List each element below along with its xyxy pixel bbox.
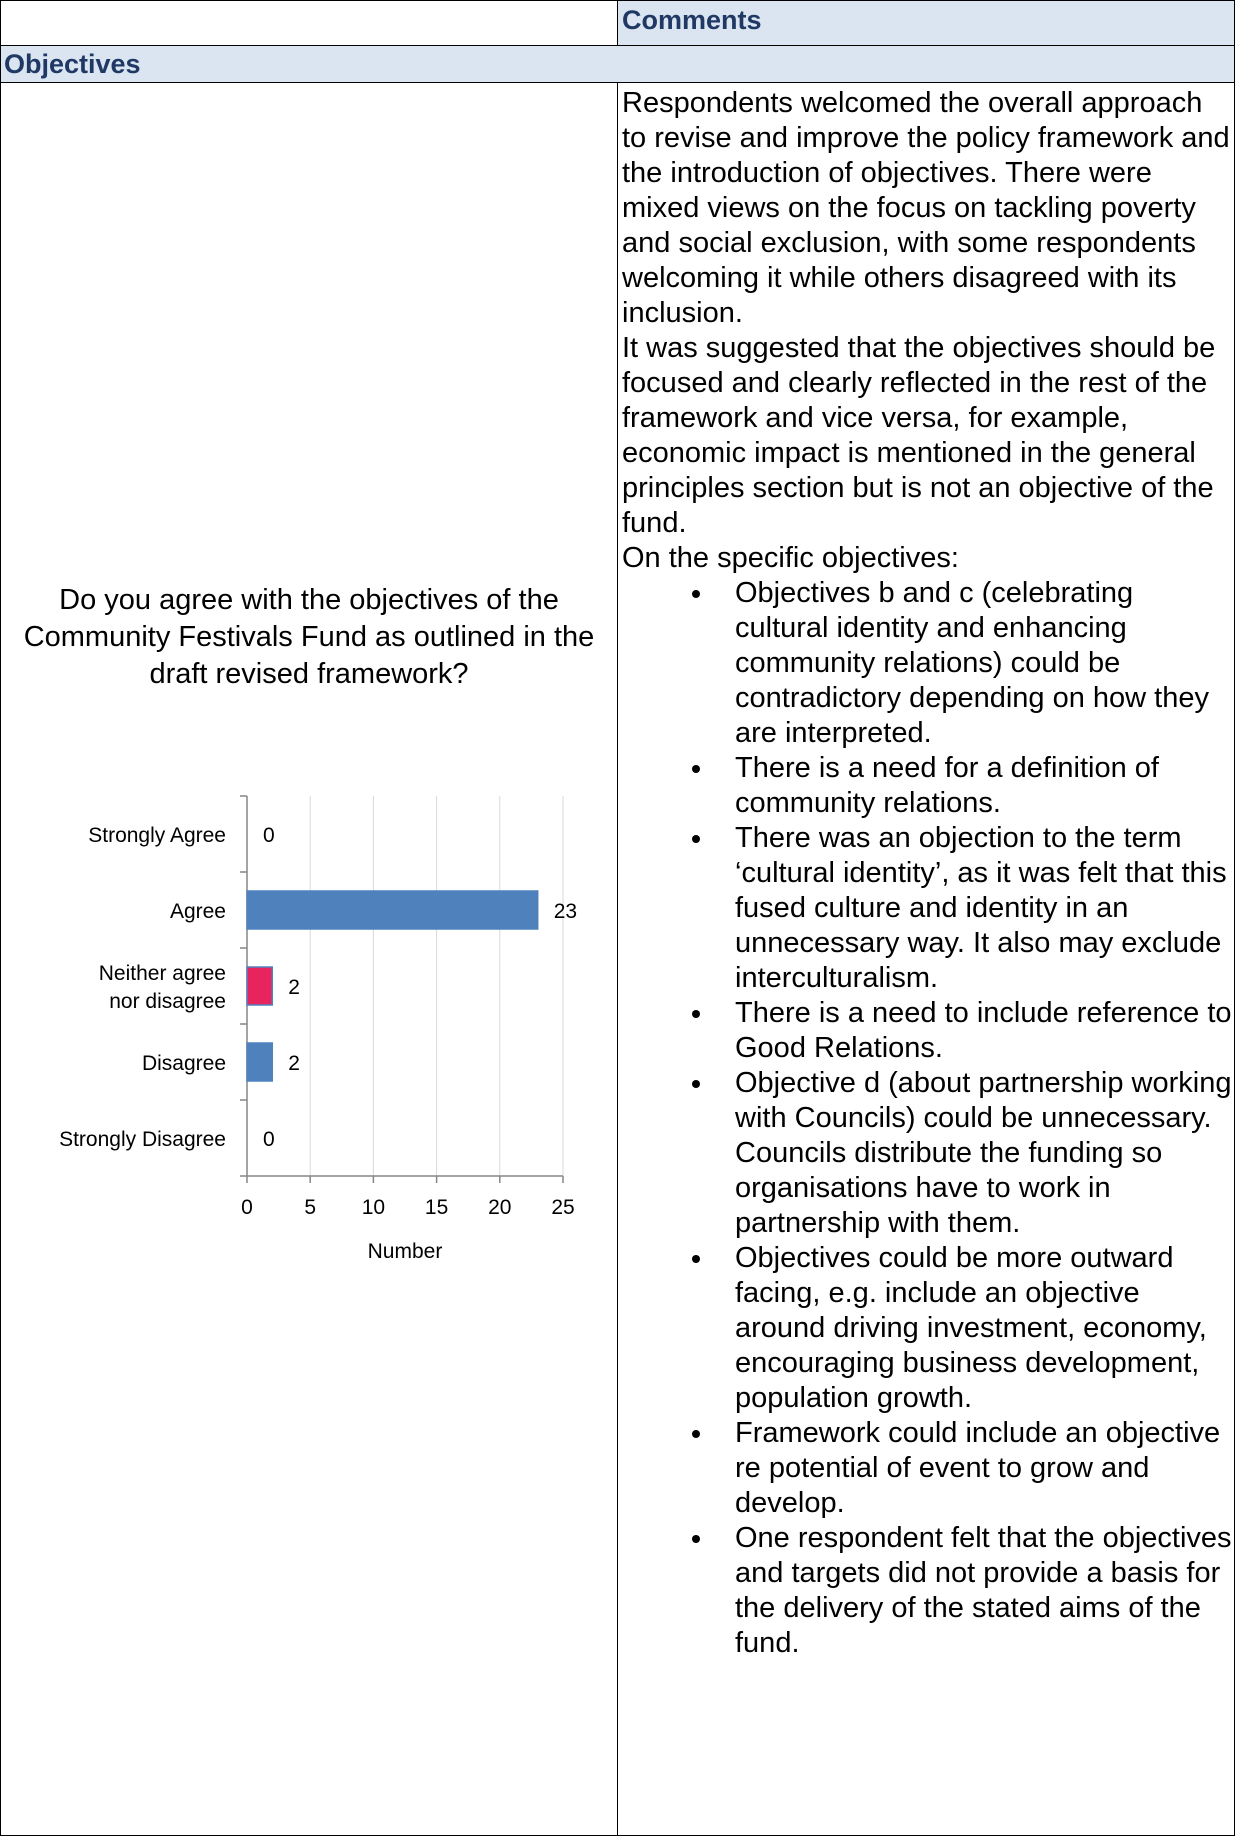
bullet-item: There is a need for a definition of comm…	[622, 751, 1232, 821]
data-label: 2	[288, 1052, 300, 1075]
comments-heading: Comments	[622, 5, 762, 35]
x-tick-label: 15	[425, 1196, 448, 1219]
bullet-icon	[692, 835, 700, 843]
bullet-item: There is a need to include reference to …	[622, 996, 1232, 1066]
bullet-text: Objective d (about partnership working w…	[735, 1067, 1232, 1239]
bullet-item: There was an objection to the term ‘cult…	[622, 821, 1232, 996]
data-label: 0	[263, 824, 275, 847]
x-tick-label: 0	[241, 1196, 253, 1219]
x-tick-label: 25	[551, 1196, 574, 1219]
bullet-text: Objectives b and c (celebrating cultural…	[735, 577, 1209, 749]
bullet-text: There is a need for a definition of comm…	[735, 752, 1159, 819]
column-divider	[617, 83, 618, 1836]
bar	[246, 1042, 274, 1082]
bullet-icon	[692, 1430, 700, 1438]
category-label: Strongly Disagree	[59, 1128, 226, 1151]
section-row	[1, 46, 1234, 82]
data-label: 23	[554, 900, 577, 923]
objectives-bullet-list: Objectives b and c (celebrating cultural…	[622, 576, 1232, 1661]
bullet-icon	[692, 1535, 700, 1543]
bullet-text: There is a need to include reference to …	[735, 997, 1232, 1064]
comment-paragraph: On the specific objectives:	[622, 542, 959, 574]
question-text: Do you agree with the objectives of the …	[23, 584, 595, 690]
category-label: Disagree	[142, 1052, 226, 1075]
x-tick-label: 10	[362, 1196, 385, 1219]
category-label: Neither agree	[99, 962, 226, 985]
bullet-item: Framework could include an objective re …	[622, 1416, 1232, 1521]
comments-text: Respondents welcomed the overall approac…	[622, 86, 1232, 1661]
bullet-icon	[692, 1010, 700, 1018]
bar	[246, 890, 539, 930]
bullet-item: Objective d (about partnership working w…	[622, 1066, 1232, 1241]
column-divider	[617, 0, 618, 45]
bullet-item: Objectives could be more outward facing,…	[622, 1241, 1232, 1416]
bullet-text: One respondent felt that the objectives …	[735, 1522, 1232, 1659]
section-heading: Objectives	[4, 49, 141, 79]
bullet-text: Objectives could be more outward facing,…	[735, 1242, 1207, 1414]
category-label: Strongly Agree	[88, 824, 226, 847]
x-axis-title: Number	[368, 1240, 443, 1260]
category-label: nor disagree	[109, 990, 226, 1013]
bar	[246, 966, 274, 1006]
data-label: 2	[288, 976, 300, 999]
row-divider	[0, 82, 1235, 83]
bullet-text: Framework could include an objective re …	[735, 1417, 1221, 1519]
bullet-item: One respondent felt that the objectives …	[622, 1521, 1232, 1661]
x-tick-label: 5	[304, 1196, 316, 1219]
comment-paragraph: It was suggested that the objectives sho…	[622, 332, 1216, 539]
comment-paragraph: Respondents welcomed the overall approac…	[622, 87, 1230, 329]
bullet-icon	[692, 1080, 700, 1088]
category-label: Agree	[170, 900, 226, 923]
comments-header-cell	[618, 1, 1234, 45]
bullet-item: Objectives b and c (celebrating cultural…	[622, 576, 1232, 751]
bullet-icon	[692, 765, 700, 773]
bullet-icon	[692, 1255, 700, 1263]
bullet-icon	[692, 590, 700, 598]
bullet-text: There was an objection to the term ‘cult…	[735, 822, 1227, 994]
row-divider	[0, 45, 1235, 46]
x-tick-label: 20	[488, 1196, 511, 1219]
data-label: 0	[263, 1128, 275, 1151]
